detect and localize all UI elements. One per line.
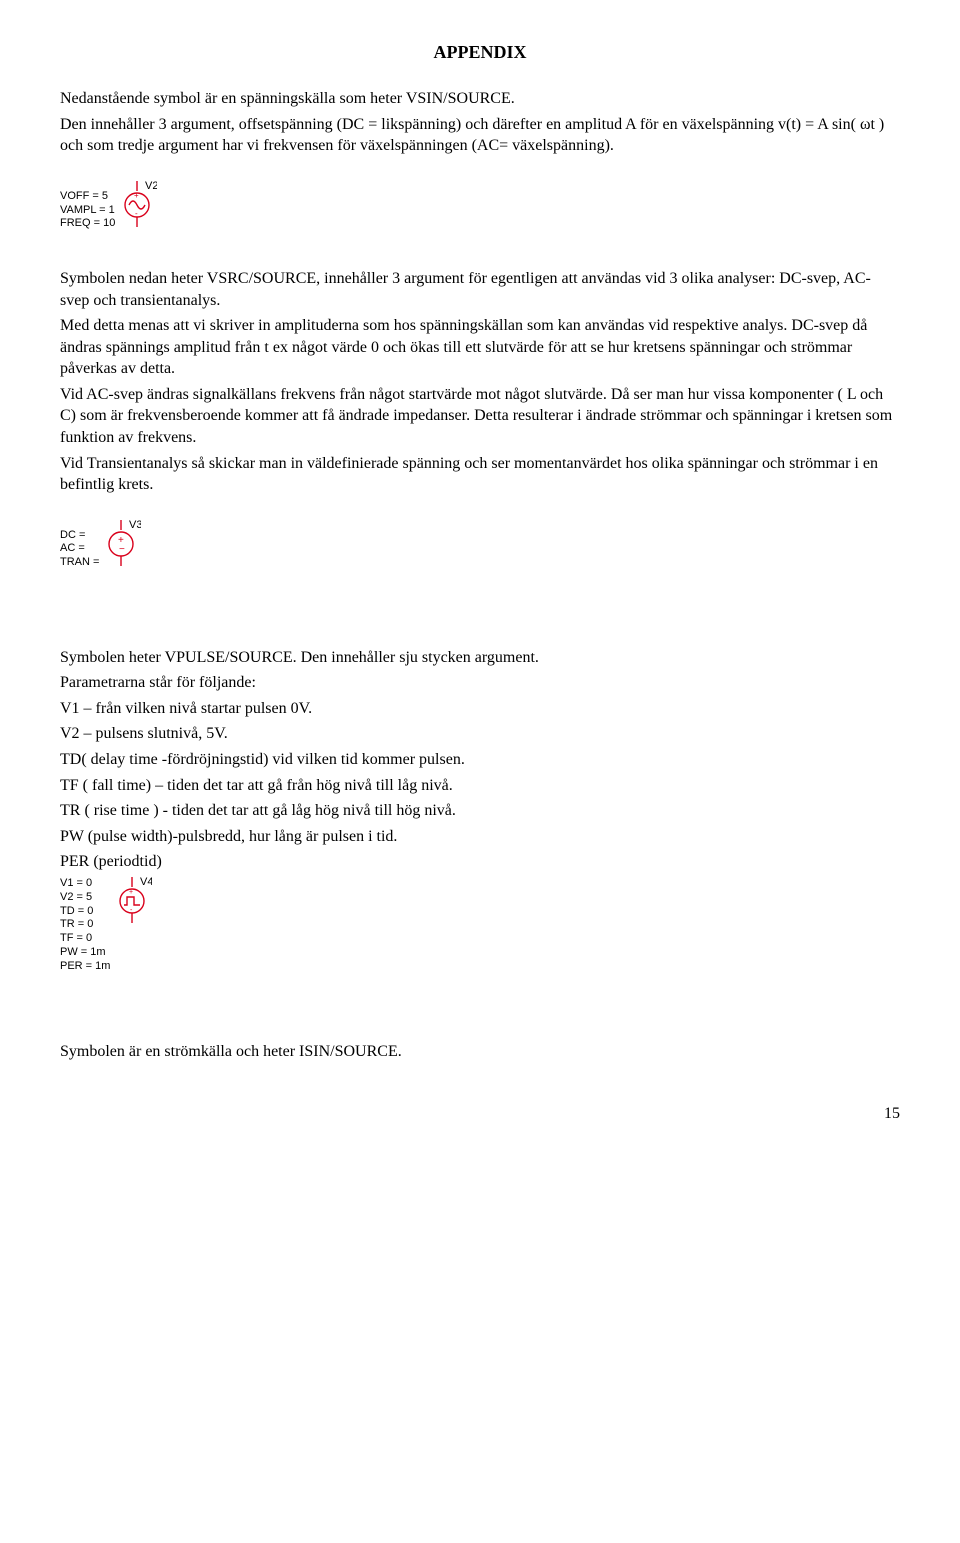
vpulse-label: V4 bbox=[140, 877, 152, 888]
vsrc-params: DC = AC = TRAN = bbox=[60, 529, 99, 570]
paragraph-13: PW (pulse width)-pulsbredd, hur lång är … bbox=[60, 826, 900, 848]
paragraph-9: V2 – pulsens slutnivå, 5V. bbox=[60, 723, 900, 745]
svg-text:−: − bbox=[119, 544, 125, 555]
vsrc-tran: TRAN = bbox=[60, 556, 99, 570]
symbol-vsin: VOFF = 5 VAMPL = 1 FREQ = 10 + - V2 bbox=[60, 181, 900, 240]
page-title: APPENDIX bbox=[60, 40, 900, 64]
vpulse-per: PER = 1m bbox=[60, 960, 110, 974]
svg-text:+: + bbox=[134, 191, 139, 200]
page-number: 15 bbox=[60, 1103, 900, 1125]
vsrc-dc: DC = bbox=[60, 529, 99, 543]
vpulse-v2: V2 = 5 bbox=[60, 891, 110, 905]
paragraph-14: PER (periodtid) bbox=[60, 851, 900, 873]
paragraph-11: TF ( fall time) – tiden det tar att gå f… bbox=[60, 775, 900, 797]
paragraph-7: Parametrarna står för följande: bbox=[60, 672, 900, 694]
vsrc-label: V3 bbox=[129, 520, 141, 531]
vpulse-params: V1 = 0 V2 = 5 TD = 0 TR = 0 TF = 0 PW = … bbox=[60, 877, 110, 973]
vpulse-pw: PW = 1m bbox=[60, 946, 110, 960]
vpulse-symbol-svg: + - V4 bbox=[116, 877, 152, 936]
svg-text:-: - bbox=[135, 209, 138, 218]
vsin-vampl: VAMPL = 1 bbox=[60, 204, 115, 218]
vpulse-v1: V1 = 0 bbox=[60, 877, 110, 891]
vsrc-ac: AC = bbox=[60, 542, 99, 556]
vsin-voff: VOFF = 5 bbox=[60, 190, 115, 204]
vpulse-tf: TF = 0 bbox=[60, 932, 110, 946]
paragraph-3: Med detta menas att vi skriver in amplit… bbox=[60, 315, 900, 380]
vsin-label: V2 bbox=[145, 181, 157, 192]
paragraph-1b: Den innehåller 3 argument, offsetspännin… bbox=[60, 114, 900, 157]
paragraph-5: Vid Transientanalys så skickar man in vä… bbox=[60, 453, 900, 496]
paragraph-10: TD( delay time -fördröjningstid) vid vil… bbox=[60, 749, 900, 771]
svg-text:+: + bbox=[129, 889, 133, 896]
symbol-vpulse: V1 = 0 V2 = 5 TD = 0 TR = 0 TF = 0 PW = … bbox=[60, 877, 900, 973]
paragraph-1a: Nedanstående symbol är en spänningskälla… bbox=[60, 88, 900, 110]
vsin-freq: FREQ = 10 bbox=[60, 217, 115, 231]
paragraph-2: Symbolen nedan heter VSRC/SOURCE, innehå… bbox=[60, 268, 900, 311]
paragraph-12: TR ( rise time ) - tiden det tar att gå … bbox=[60, 800, 900, 822]
vpulse-td: TD = 0 bbox=[60, 905, 110, 919]
paragraph-6: Symbolen heter VPULSE/SOURCE. Den innehå… bbox=[60, 647, 900, 669]
vsrc-symbol-svg: + − V3 bbox=[105, 520, 141, 579]
paragraph-8: V1 – från vilken nivå startar pulsen 0V. bbox=[60, 698, 900, 720]
paragraph-15: Symbolen är en strömkälla och heter ISIN… bbox=[60, 1041, 900, 1063]
symbol-vsrc: DC = AC = TRAN = + − V3 bbox=[60, 520, 900, 579]
paragraph-4: Vid AC-svep ändras signalkällans frekven… bbox=[60, 384, 900, 449]
vsin-params: VOFF = 5 VAMPL = 1 FREQ = 10 bbox=[60, 190, 115, 231]
vsin-symbol-svg: + - V2 bbox=[121, 181, 157, 240]
vpulse-tr: TR = 0 bbox=[60, 918, 110, 932]
